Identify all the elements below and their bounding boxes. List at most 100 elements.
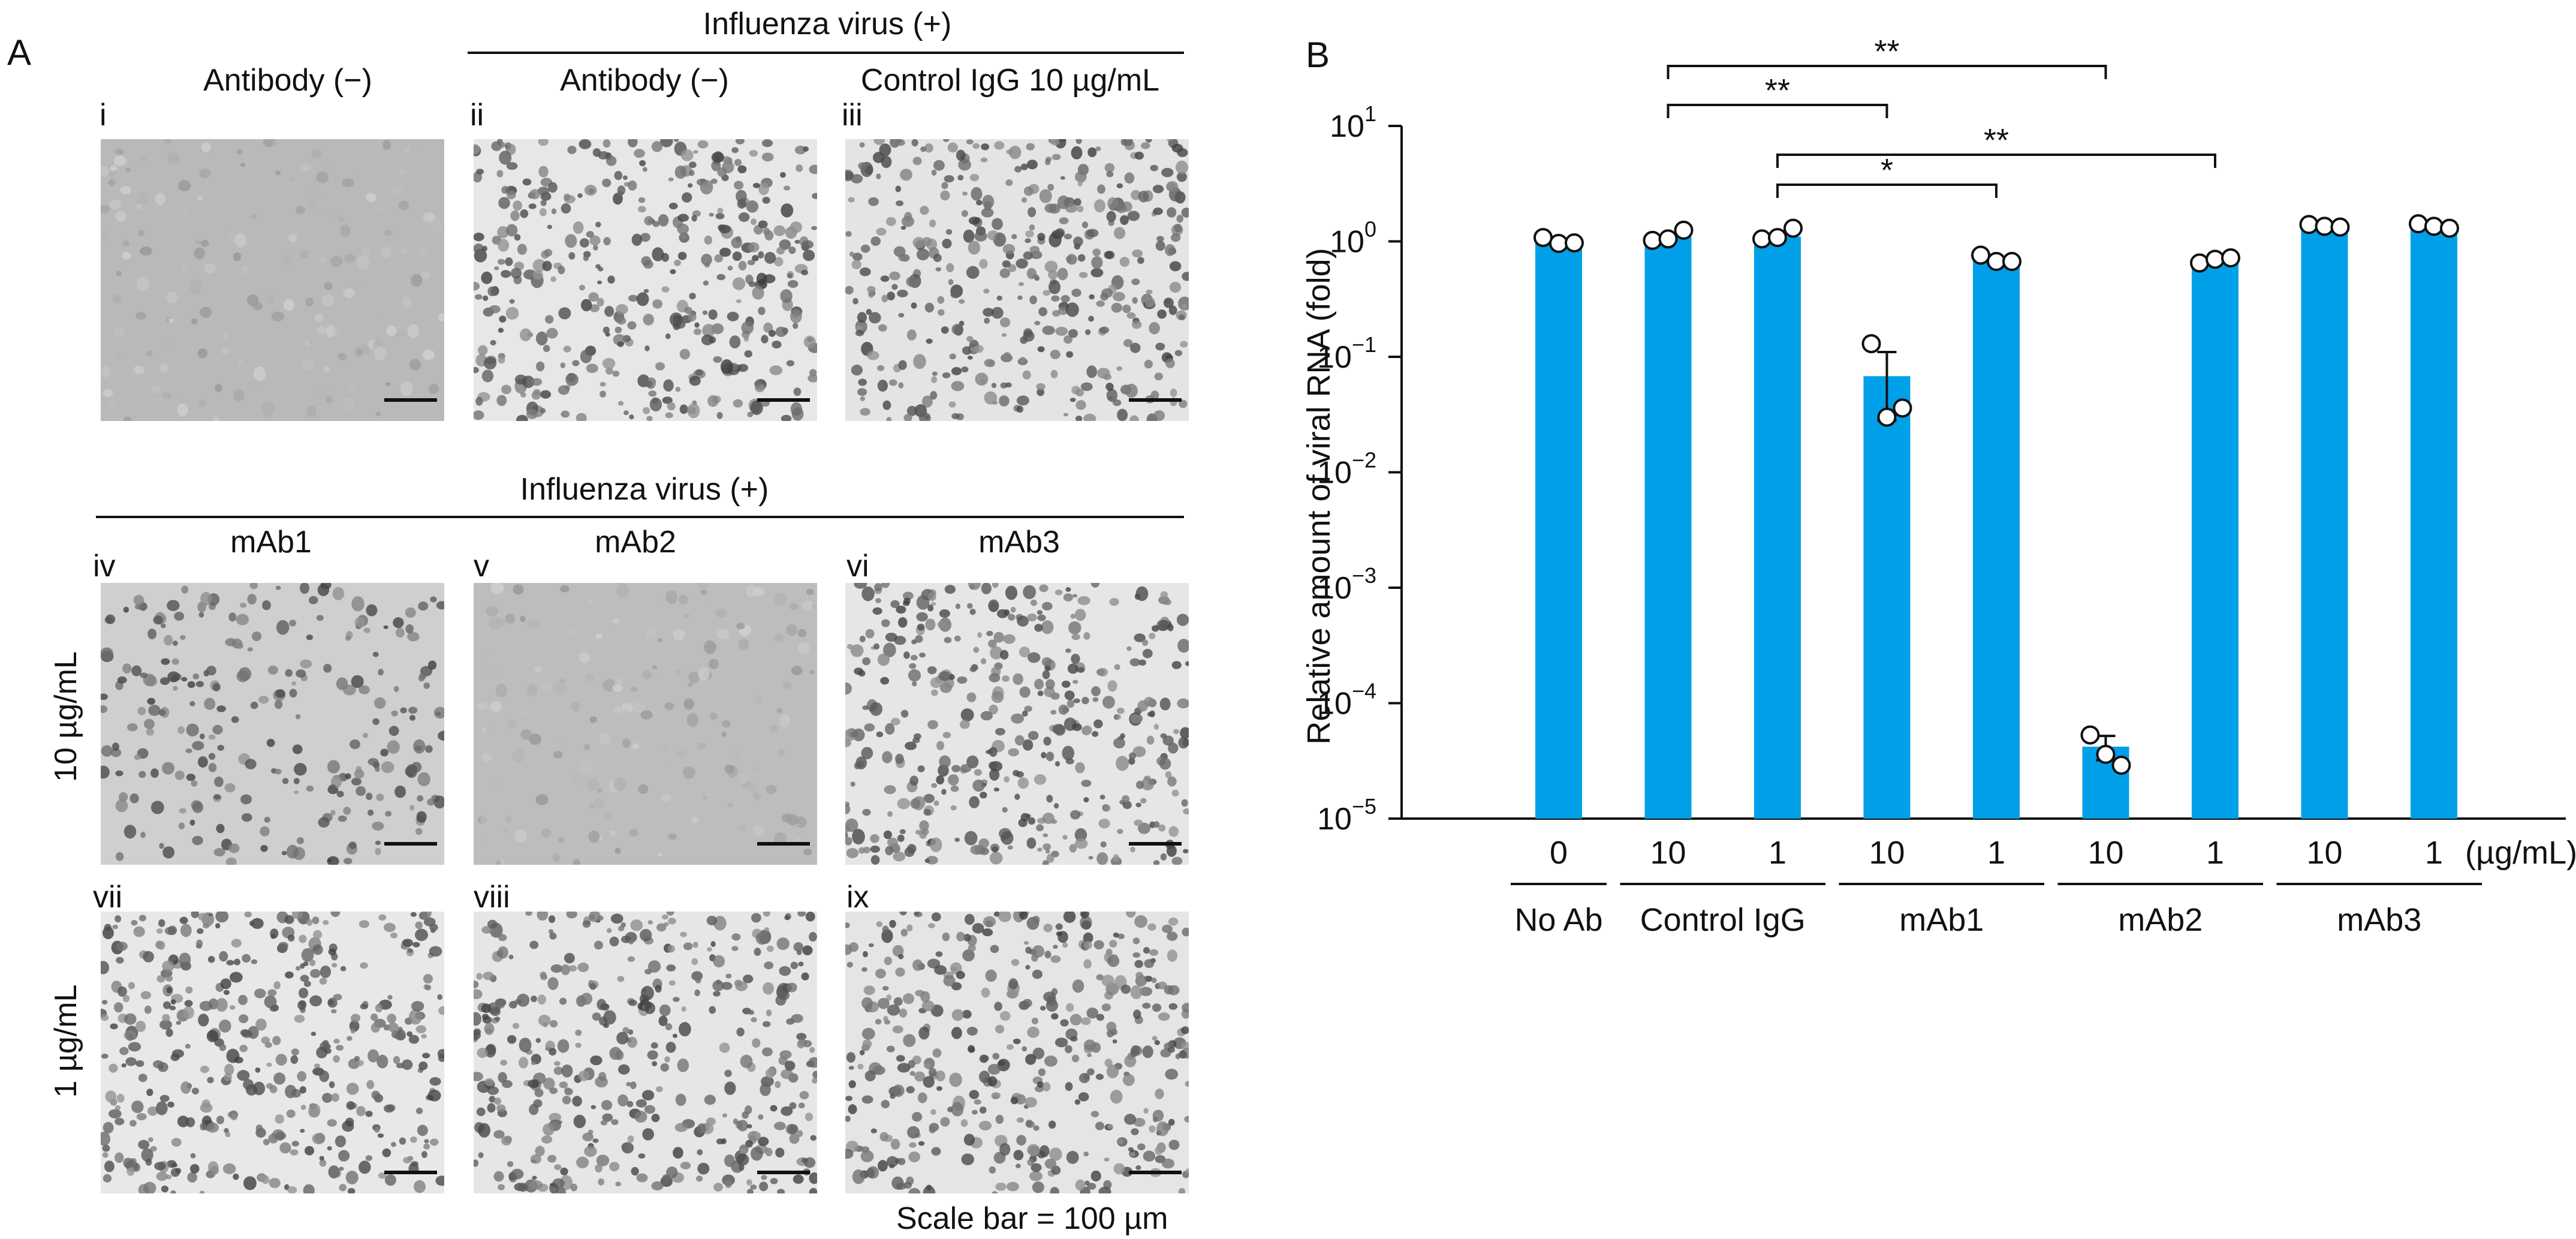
- cell: [540, 390, 552, 399]
- cell: [603, 1023, 609, 1029]
- cell: [159, 1020, 173, 1030]
- cell: [1032, 915, 1040, 924]
- cell: [1034, 624, 1043, 632]
- cell: [177, 389, 183, 396]
- data-point: [1971, 245, 1990, 265]
- cell: [752, 792, 761, 801]
- cell: [138, 230, 144, 236]
- cell: [981, 207, 994, 218]
- cell: [729, 751, 740, 763]
- cell: [631, 787, 638, 794]
- cell: [596, 787, 602, 793]
- cell: [602, 357, 616, 369]
- cell: [1008, 614, 1016, 621]
- cell: [1097, 184, 1105, 194]
- cell: [1143, 947, 1150, 954]
- cell: [543, 1077, 555, 1090]
- cell: [374, 1126, 380, 1133]
- cell: [992, 1191, 998, 1193]
- cell: [996, 295, 1002, 301]
- cell: [860, 396, 865, 401]
- cell: [1063, 335, 1073, 344]
- cell: [394, 1032, 406, 1040]
- data-point: [1549, 233, 1568, 253]
- cell: [383, 625, 388, 629]
- cell: [531, 996, 537, 1003]
- cell: [870, 1128, 877, 1133]
- cell: [962, 346, 972, 355]
- cell: [1028, 730, 1039, 741]
- cell: [854, 583, 867, 589]
- cell: [165, 975, 173, 982]
- cell: [846, 643, 854, 649]
- cell: [1011, 959, 1020, 966]
- cell: [922, 237, 932, 246]
- cell: [766, 784, 777, 795]
- cell: [712, 980, 724, 991]
- cell: [500, 1060, 507, 1066]
- cell: [154, 1162, 166, 1171]
- cell: [398, 169, 406, 175]
- cell: [873, 643, 880, 650]
- cell: [332, 327, 339, 334]
- cell: [873, 139, 885, 145]
- cell: [1157, 309, 1167, 319]
- cell: [526, 620, 539, 629]
- cell: [264, 995, 277, 1009]
- top-group-line: [468, 52, 1184, 54]
- cell: [421, 1151, 427, 1158]
- cell: [1092, 248, 1101, 257]
- cell: [545, 315, 554, 324]
- cell: [424, 1139, 429, 1144]
- cell: [275, 689, 285, 698]
- cell: [980, 658, 987, 664]
- cell: [994, 141, 1005, 150]
- cell: [1015, 1163, 1021, 1169]
- cell: [1097, 667, 1108, 677]
- cell: [918, 1141, 925, 1146]
- cell: [697, 140, 709, 149]
- cell: [1036, 383, 1046, 390]
- cell: [616, 583, 629, 597]
- cell: [1141, 639, 1149, 646]
- data-point: [2096, 744, 2116, 764]
- cell: [417, 139, 422, 146]
- cell: [548, 915, 556, 923]
- cell: [1025, 946, 1032, 954]
- cell: [978, 838, 990, 849]
- cell: [474, 410, 484, 420]
- cell: [561, 203, 571, 214]
- cell: [204, 697, 216, 710]
- cell: [717, 167, 727, 178]
- cell: [881, 583, 890, 588]
- cell: [890, 718, 900, 726]
- cell: [1072, 723, 1082, 731]
- cell: [913, 733, 921, 740]
- cell: [290, 176, 296, 182]
- cell: [860, 408, 870, 416]
- cell: [275, 170, 281, 175]
- micrograph-texture: [845, 912, 1189, 1193]
- cell: [885, 846, 894, 856]
- cell: [885, 723, 895, 735]
- cell: [786, 360, 795, 366]
- cell: [708, 658, 719, 669]
- cell: [342, 1120, 354, 1132]
- cell: [697, 1123, 706, 1135]
- cell: [381, 761, 394, 774]
- cell: [954, 635, 961, 642]
- cell: [213, 416, 220, 421]
- cell: [1043, 290, 1051, 296]
- cell: [387, 1022, 399, 1033]
- cell: [148, 1137, 153, 1142]
- cell: [628, 939, 634, 945]
- cell: [920, 991, 930, 1003]
- cell: [951, 765, 961, 772]
- cell: [498, 258, 505, 265]
- cell: [293, 790, 299, 795]
- cell: [101, 366, 111, 378]
- micrograph-texture: [474, 912, 817, 1193]
- cell: [1167, 949, 1178, 962]
- cell: [731, 933, 741, 941]
